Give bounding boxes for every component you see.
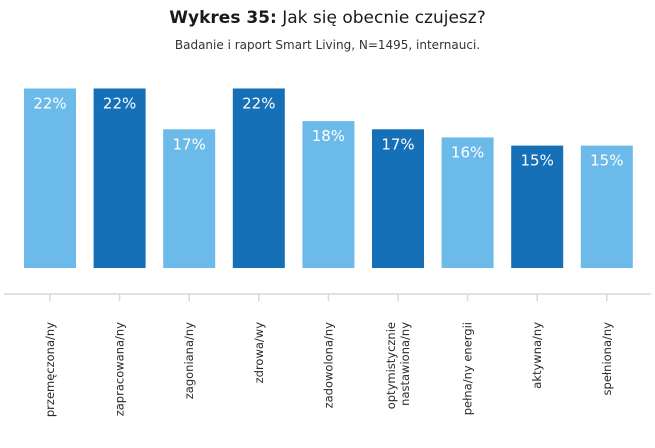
x-tick-label-7: pełna/ny energii (461, 322, 475, 415)
chart-title: Wykres 35: Jak się obecnie czujesz? (0, 8, 655, 28)
x-tick-label-9-line-1: spełniona/ny (600, 322, 614, 396)
x-tick-label-9: spełniona/ny (600, 322, 614, 396)
x-tick-label-8-line-1: aktywna/ny (530, 322, 544, 389)
data-label-4: 22% (242, 94, 275, 112)
x-tick-label-2-line-1: zapracowana/ny (113, 322, 127, 416)
x-tick-label-5: zadowolona/ny (321, 322, 335, 409)
bar-6 (372, 129, 424, 268)
data-label-9: 15% (590, 152, 623, 170)
x-tick-label-3-line-1: zagoniana/ny (182, 322, 196, 399)
data-label-5: 18% (312, 127, 345, 145)
x-tick-label-1-line-1: przemęczona/ny (43, 322, 57, 417)
bar-9 (580, 145, 633, 268)
data-label-7: 16% (451, 143, 484, 161)
data-label-6: 17% (381, 135, 414, 153)
data-label-2: 22% (103, 94, 136, 112)
chart-title-prefix: Wykres 35: (169, 8, 277, 28)
data-label-1: 22% (33, 94, 66, 112)
bar-2 (93, 88, 146, 268)
bar-3 (163, 129, 216, 268)
x-tick-label-4: zdrowa/wy (252, 322, 266, 384)
bar-7 (441, 137, 494, 268)
bar-4 (232, 88, 285, 268)
x-tick-label-3: zagoniana/ny (182, 322, 196, 399)
bar-1 (24, 88, 76, 268)
x-tick-label-8: aktywna/ny (530, 322, 544, 389)
bar-5 (302, 121, 355, 269)
x-tick-label-5-line-1: zadowolona/ny (321, 322, 335, 409)
x-tick-label-6-line-2: nastawiona/ny (398, 322, 412, 406)
chart-subtitle: Badanie i raport Smart Living, N=1495, i… (174, 38, 481, 52)
x-tick-label-7-line-1: pełna/ny energii (461, 322, 475, 415)
x-tick-label-6: optymistycznienastawiona/ny (384, 322, 412, 409)
x-tick-label-6-line-1: optymistycznie (384, 322, 398, 409)
chart-title-main: Jak się obecnie czujesz? (282, 8, 486, 28)
data-label-3: 17% (173, 135, 206, 153)
bar-8 (511, 145, 564, 268)
x-tick-label-2: zapracowana/ny (113, 322, 127, 416)
x-tick-label-1: przemęczona/ny (43, 322, 57, 417)
data-label-8: 15% (521, 152, 554, 170)
x-tick-label-4-line-1: zdrowa/wy (252, 322, 266, 384)
